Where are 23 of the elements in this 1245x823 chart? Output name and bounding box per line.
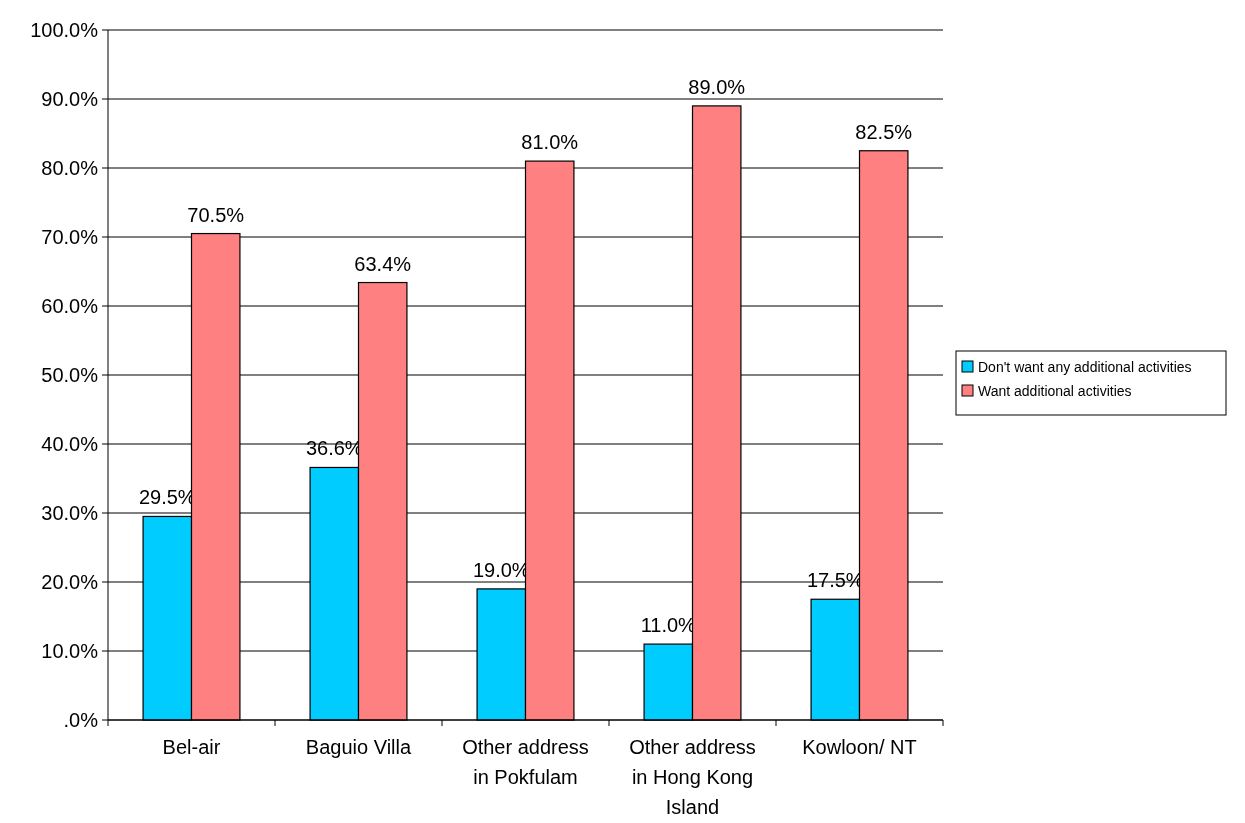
data-label: 89.0%	[688, 75, 746, 98]
y-tick-label: 80.0%	[41, 157, 99, 179]
y-tick-label: .0%	[63, 709, 99, 731]
y-tick-label: 50.0%	[41, 364, 99, 386]
y-tick-label: 100.0%	[30, 19, 99, 41]
x-tick-label: Bel-air	[162, 736, 221, 758]
y-tick-label: 60.0%	[41, 295, 99, 317]
data-label: 82.5%	[855, 120, 913, 143]
y-tick-label: 70.0%	[41, 226, 99, 248]
data-label: 81.0%	[521, 131, 579, 154]
y-tick-label: 10.0%	[41, 640, 99, 662]
legend-label: Want additional activities	[978, 382, 1132, 399]
y-tick-label: 40.0%	[41, 433, 99, 455]
x-tick-label: Other address in Hong Kong Island	[629, 736, 756, 818]
data-label: 70.5%	[187, 203, 245, 226]
y-tick-label: 90.0%	[41, 88, 99, 110]
x-tick-label: Baguio Villa	[305, 736, 413, 758]
x-tick-label: Kowloon/ NT	[802, 736, 917, 758]
data-label: 63.4%	[354, 252, 412, 275]
x-tick-label: Other address in Pokfulam	[462, 736, 589, 788]
legend-label: Don't want any additional activities	[978, 358, 1192, 375]
y-tick-label: 30.0%	[41, 502, 99, 524]
y-tick-label: 20.0%	[41, 571, 99, 593]
